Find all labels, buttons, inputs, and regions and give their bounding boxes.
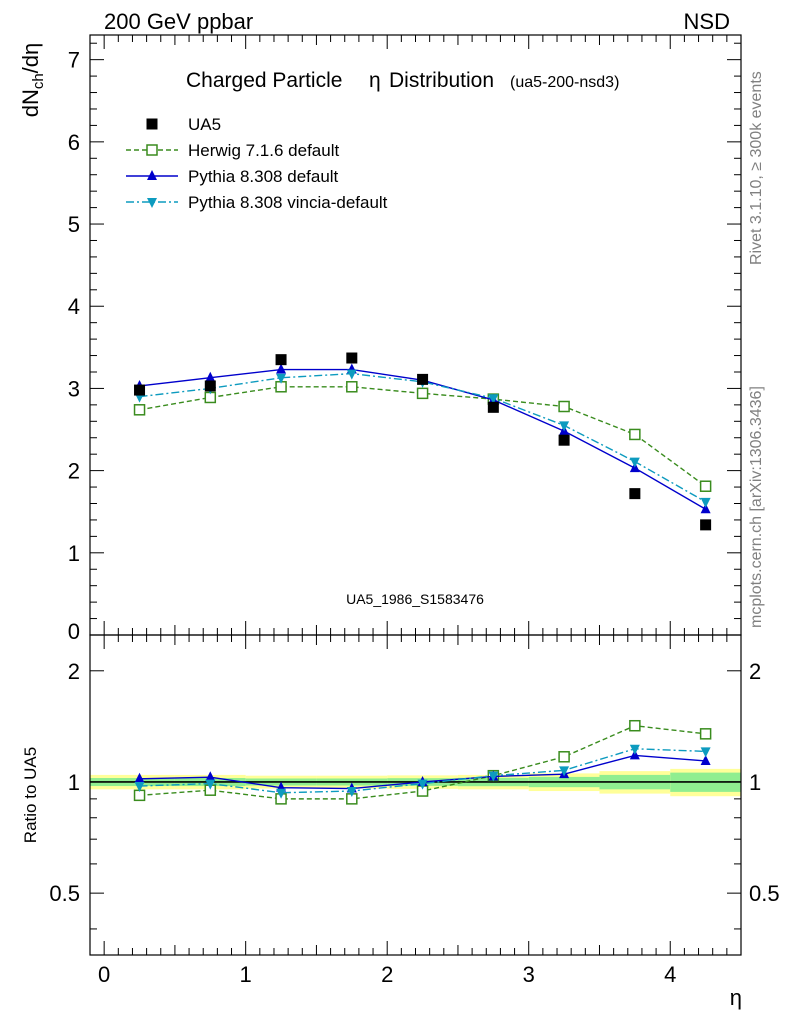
chart-watermark: UA5_1986_S1583476 bbox=[346, 591, 484, 607]
main-point-ua5 bbox=[417, 373, 429, 385]
legend-marker-pythia-8-308-vincia-default bbox=[147, 198, 157, 208]
main-point-ua5 bbox=[204, 380, 216, 392]
ratio-point-pythia-8-308-default bbox=[700, 754, 711, 765]
legend-label-pythia-8-308-default: Pythia 8.308 default bbox=[188, 167, 339, 186]
header-right-label: NSD bbox=[684, 9, 730, 34]
x-tick-label: 2 bbox=[381, 962, 393, 987]
main-point-ua5 bbox=[700, 519, 712, 531]
ratio-point-pythia-8-308-vincia-default bbox=[276, 788, 287, 799]
main-point-ua5 bbox=[487, 401, 499, 413]
ratio-y-tick-label-right: 0.5 bbox=[749, 881, 780, 906]
ratio-point-herwig-7-1-6-default bbox=[629, 719, 641, 732]
main-point-pythia-8-308-vincia-default bbox=[700, 497, 711, 508]
main-point-herwig-7-1-6-default bbox=[133, 404, 146, 416]
ratio-point-pythia-8-308-vincia-default bbox=[346, 787, 357, 798]
legend-label-ua5: UA5 bbox=[188, 115, 221, 134]
ratio-point-pythia-8-308-vincia-default bbox=[488, 771, 499, 782]
ratio-point-pythia-8-308-vincia-default bbox=[559, 766, 570, 777]
main-y-axis-label: dNch/dη bbox=[18, 43, 47, 118]
x-axis-label: η bbox=[730, 985, 742, 1010]
ratio-point-herwig-7-1-6-default bbox=[558, 751, 570, 763]
main-point-herwig-7-1-6-default bbox=[346, 381, 358, 393]
main-series-layer bbox=[133, 352, 712, 531]
legend-marker-herwig-7-1-6-default bbox=[146, 144, 158, 156]
ratio-y-tick-label-right: 2 bbox=[749, 659, 761, 684]
chart-title-text: Charged Particle bbox=[186, 69, 342, 92]
legend-label-pythia-8-308-vincia-default: Pythia 8.308 vincia-default bbox=[188, 193, 388, 212]
ratio-point-pythia-8-308-vincia-default bbox=[629, 744, 640, 755]
legend-marker-ua5 bbox=[146, 118, 158, 130]
legend-label-herwig-7-1-6-default: Herwig 7.1.6 default bbox=[188, 141, 339, 160]
ratio-y-tick-label-right: 1 bbox=[749, 770, 761, 795]
main-y-tick-label: 1 bbox=[68, 541, 80, 566]
ratio-axes: 0 1 2 3 4 0.5 0.5 1 1 2 2 bbox=[49, 635, 780, 987]
main-y-tick-label: 7 bbox=[68, 48, 80, 73]
main-point-ua5 bbox=[558, 434, 570, 446]
x-tick-label: 4 bbox=[664, 962, 676, 987]
ratio-y-tick-label-left: 0.5 bbox=[49, 881, 80, 906]
main-point-herwig-7-1-6-default bbox=[416, 387, 429, 400]
ratio-point-pythia-8-308-vincia-default bbox=[205, 779, 216, 790]
main-point-pythia-8-308-default bbox=[700, 503, 711, 514]
ratio-point-pythia-8-308-default bbox=[205, 771, 216, 782]
ratio-point-pythia-8-308-vincia-default bbox=[700, 747, 711, 758]
main-point-pythia-8-308-vincia-default bbox=[559, 421, 570, 432]
main-point-pythia-8-308-vincia-default bbox=[346, 369, 357, 380]
chart-title-symbol: η bbox=[369, 69, 381, 92]
main-y-tick-label: 4 bbox=[68, 294, 80, 319]
main-point-pythia-8-308-default bbox=[205, 371, 216, 382]
ratio-series-layer bbox=[133, 719, 712, 805]
ratio-y-tick-label-left: 2 bbox=[68, 659, 80, 684]
main-point-ua5 bbox=[346, 352, 358, 364]
chart-title-suffix: Distribution bbox=[389, 69, 494, 92]
legend-marker-pythia-8-308-default bbox=[147, 170, 157, 180]
side-label-lower: mcplots.cern.ch [arXiv:1306.3436] bbox=[748, 386, 765, 628]
main-point-ua5 bbox=[134, 384, 146, 396]
main-point-herwig-7-1-6-default bbox=[699, 480, 712, 492]
ratio-y-axis-label: Ratio to UA5 bbox=[21, 747, 40, 843]
ratio-y-tick-label-left: 1 bbox=[68, 770, 80, 795]
ratio-point-pythia-8-308-vincia-default bbox=[134, 782, 145, 793]
x-tick-label: 3 bbox=[523, 962, 535, 987]
main-y-tick-label: 6 bbox=[68, 130, 80, 155]
x-tick-label: 0 bbox=[98, 962, 110, 987]
main-axes: 1 2 3 4 5 6 7 0 bbox=[68, 35, 742, 644]
main-y-tick-label: 2 bbox=[68, 459, 80, 484]
legend: UA5 Herwig 7.1.6 default Pythia 8.308 defa… bbox=[126, 115, 388, 212]
main-point-herwig-7-1-6-default bbox=[558, 400, 570, 413]
x-tick-label: 1 bbox=[240, 962, 252, 987]
main-point-ua5 bbox=[629, 488, 641, 500]
main-point-ua5 bbox=[275, 354, 287, 366]
main-y-tick-label: 0 bbox=[68, 619, 80, 644]
main-point-pythia-8-308-vincia-default bbox=[629, 457, 640, 468]
ratio-point-herwig-7-1-6-default bbox=[699, 728, 712, 740]
main-point-pythia-8-308-default bbox=[276, 363, 287, 374]
side-label-upper: Rivet 3.1.10, ≥ 300k events bbox=[748, 71, 765, 265]
chart-subtitle: (ua5-200-nsd3) bbox=[510, 74, 619, 91]
main-y-tick-label: 3 bbox=[68, 376, 80, 401]
ratio-point-pythia-8-308-vincia-default bbox=[417, 779, 428, 790]
main-point-pythia-8-308-vincia-default bbox=[276, 373, 287, 384]
ratio-point-pythia-8-308-default bbox=[134, 772, 145, 783]
main-point-pythia-8-308-vincia-default bbox=[488, 394, 499, 405]
main-y-tick-label: 5 bbox=[68, 212, 80, 237]
header-left-label: 200 GeV ppbar bbox=[104, 9, 253, 34]
main-point-herwig-7-1-6-default bbox=[629, 428, 641, 441]
